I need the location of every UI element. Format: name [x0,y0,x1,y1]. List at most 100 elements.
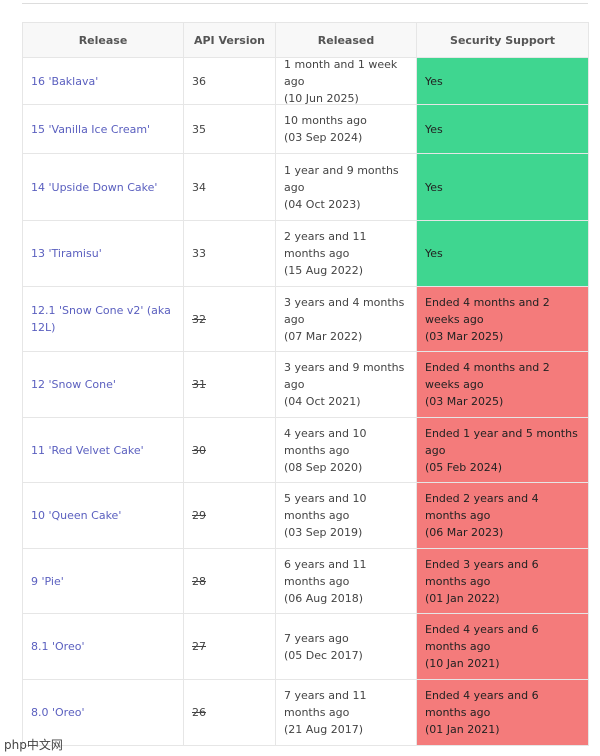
released-date: (07 Mar 2022) [284,329,363,343]
security-status: Yes [425,247,443,260]
released-ago: 6 years and 11 months ago [284,557,367,588]
release-cell: 10 'Queen Cake' [22,482,184,549]
release-cell: 12 'Snow Cone' [22,351,184,418]
security-cell: Yes [416,104,589,154]
release-name: 11 'Red Velvet Cake' [31,443,144,457]
security-date: (03 Mar 2025) [425,395,504,408]
released-date: (15 Aug 2022) [284,264,364,277]
release-cell: 13 'Tiramisu' [22,220,184,287]
security-cell: Yes [416,220,589,287]
released-cell: 7 years ago (05 Dec 2017) [275,613,417,680]
released-cell: 1 month and 1 week ago (10 Jun 2025) [275,57,417,105]
security-cell: Ended 4 months and 2 weeks ago (03 Mar 20… [416,286,589,352]
release-name: 8.1 'Oreo' [31,640,85,653]
security-status: Ended 1 year and 5 months ago [425,426,578,457]
security-date: (05 Feb 2024) [425,460,503,474]
security-cell: Ended 4 years and 6 months ago (01 Jan 20… [416,679,589,746]
security-date: (01 Jan 2022) [425,591,500,605]
security-status: Ended 4 years and 6 months ago [425,623,539,653]
released-ago: 7 years ago [284,631,349,645]
release-cell: 16 'Baklava' [22,57,184,105]
release-name: 9 'Pie' [31,574,64,588]
divider [22,3,588,4]
released-date: (06 Aug 2018) [284,591,364,605]
security-cell: Ended 4 years and 6 months ago (10 Jan 20… [416,613,589,680]
security-status: Ended 4 months and 2 weeks ago [425,295,550,326]
security-cell: Ended 1 year and 5 months ago (05 Feb 202… [416,417,589,483]
security-status: Ended 3 years and 6 months ago [425,557,539,588]
security-status: Yes [425,180,443,194]
released-cell: 3 years and 4 months ago (07 Mar 2022) [275,286,417,352]
released-cell: 5 years and 10 months ago (03 Sep 2019) [275,482,417,549]
api-version: 34 [192,180,206,194]
security-status: Ended 4 months and 2 weeks ago [425,361,550,391]
header-text: Release [78,33,128,47]
released-cell: 4 years and 10 months ago (08 Sep 2020) [275,417,417,483]
released-ago: 4 years and 10 months ago [284,426,367,457]
released-date: (04 Oct 2023) [284,197,361,211]
header-text: API Version [193,33,265,47]
header-text: Security Support [450,33,555,47]
header-text: Released [317,33,375,47]
release-name: 10 'Queen Cake' [31,509,122,522]
security-date: (03 Mar 2025) [425,329,504,343]
released-cell: 10 months ago (03 Sep 2024) [275,104,417,154]
release-cell: 8.1 'Oreo' [22,613,184,680]
api-cell: 28 [183,548,276,614]
api-cell: 32 [183,286,276,352]
released-date: (03 Sep 2019) [284,526,363,539]
released-ago: 2 years and 11 months ago [284,230,367,260]
api-cell: 26 [183,679,276,746]
release-name: 13 'Tiramisu' [31,247,102,260]
header-cell: Released [275,22,417,58]
security-status: Yes [425,74,443,88]
security-status: Ended 4 years and 6 months ago [425,689,539,719]
api-version: 29 [192,509,206,522]
security-date: (10 Jan 2021) [425,657,500,670]
security-date: (06 Mar 2023) [425,526,504,539]
api-version: 26 [192,706,206,719]
released-ago: 7 years and 11 months ago [284,689,367,719]
released-ago: 3 years and 9 months ago [284,361,405,391]
security-cell: Ended 2 years and 4 months ago (06 Mar 20… [416,482,589,549]
released-date: (04 Oct 2021) [284,395,361,408]
header-cell: Security Support [416,22,589,58]
api-cell: 35 [183,104,276,154]
released-date: (05 Dec 2017) [284,648,363,662]
api-cell: 31 [183,351,276,418]
released-cell: 1 year and 9 months ago (04 Oct 2023) [275,153,417,221]
header-cell: API Version [183,22,276,58]
released-ago: 10 months ago [284,114,367,127]
released-date: (08 Sep 2020) [284,460,363,474]
api-version: 27 [192,640,206,653]
release-cell: 14 'Upside Down Cake' [22,153,184,221]
security-status: Ended 2 years and 4 months ago [425,492,539,522]
release-cell: 9 'Pie' [22,548,184,614]
released-ago: 5 years and 10 months ago [284,492,367,522]
released-cell: 6 years and 11 months ago (06 Aug 2018) [275,548,417,614]
release-name: 12.1 'Snow Cone v2' (aka 12L) [31,304,171,334]
security-cell: Ended 4 months and 2 weeks ago (03 Mar 20… [416,351,589,418]
release-name: 16 'Baklava' [31,74,99,88]
security-date: (01 Jan 2021) [425,723,500,736]
released-cell: 3 years and 9 months ago (04 Oct 2021) [275,351,417,418]
api-cell: 30 [183,417,276,483]
released-ago: 3 years and 4 months ago [284,295,405,326]
api-version: 35 [192,122,206,136]
released-cell: 7 years and 11 months ago (21 Aug 2017) [275,679,417,746]
api-cell: 27 [183,613,276,680]
released-date: (21 Aug 2017) [284,723,364,736]
released-date: (10 Jun 2025) [284,91,359,105]
api-cell: 29 [183,482,276,549]
security-status: Yes [425,122,443,136]
api-version: 32 [192,312,206,326]
release-name: 14 'Upside Down Cake' [31,180,158,194]
security-cell: Yes [416,57,589,105]
api-version: 30 [192,443,206,457]
api-version: 31 [192,378,206,391]
api-cell: 34 [183,153,276,221]
security-cell: Ended 3 years and 6 months ago (01 Jan 20… [416,548,589,614]
released-ago: 1 month and 1 week ago [284,57,398,88]
api-cell: 36 [183,57,276,105]
